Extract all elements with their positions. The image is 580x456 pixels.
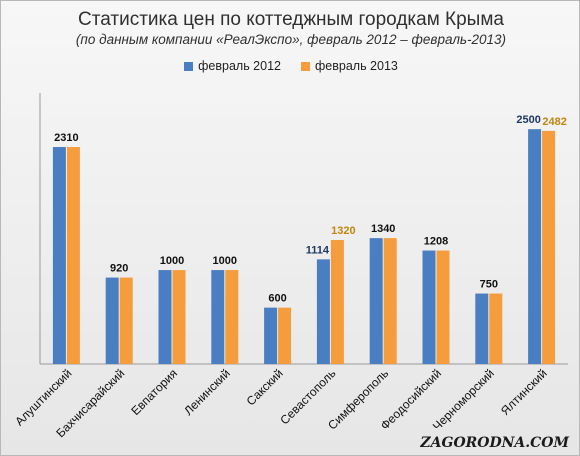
bar-2012-7	[422, 250, 436, 364]
bar-2012-4	[264, 307, 278, 364]
chart-title: Статистика цен по коттеджным городкам Кр…	[78, 9, 504, 30]
data-label-2013-9: 2482	[542, 116, 566, 128]
bar-2013-7	[436, 250, 450, 364]
chart-legend: февраль 2012 февраль 2013	[1, 59, 579, 73]
category-label-9: Ялтинский	[498, 366, 550, 418]
bar-2013-6	[383, 238, 397, 364]
bar-2012-2	[158, 270, 172, 364]
data-label-4: 600	[268, 293, 286, 305]
bar-2012-1	[105, 277, 119, 364]
data-label-2013-5: 1320	[331, 225, 355, 237]
bar-2013-5	[330, 240, 344, 364]
bar-2013-1	[119, 277, 133, 364]
bar-2013-9	[542, 130, 556, 364]
legend-swatch-2012	[184, 61, 194, 71]
bar-2012-6	[369, 238, 383, 364]
data-label-2012-9: 2500	[516, 114, 540, 126]
bar-2012-0	[52, 147, 66, 364]
bar-2012-5	[316, 259, 330, 364]
bar-2013-4	[278, 307, 292, 364]
data-label-7: 1208	[424, 236, 448, 248]
legend-item-2013: февраль 2013	[301, 59, 398, 73]
data-label-1: 920	[110, 263, 128, 275]
category-label-4: Сакский	[244, 366, 286, 408]
legend-label-2013: февраль 2013	[315, 59, 398, 73]
bar-2012-8	[475, 293, 489, 364]
bar-2013-8	[489, 293, 503, 364]
bar-2013-3	[225, 270, 239, 364]
chart-subtitle: (по данным компании «РеалЭкспо», февраль…	[75, 32, 507, 47]
category-label-2: Евпатория	[128, 366, 180, 418]
bar-2013-2	[172, 270, 186, 364]
legend-item-2012: февраль 2012	[184, 59, 281, 73]
bar-2012-9	[528, 129, 542, 364]
data-label-0: 2310	[54, 132, 78, 144]
data-label-2012-5: 1114	[306, 244, 330, 256]
data-label-2: 1000	[160, 255, 184, 267]
category-label-3: Ленинский	[181, 366, 233, 418]
bar-2012-3	[211, 270, 225, 364]
bar-2013-0	[66, 147, 80, 364]
legend-swatch-2013	[301, 61, 310, 71]
watermark: ZAGORODNA.COM	[420, 435, 569, 451]
data-label-8: 750	[480, 279, 498, 291]
data-label-6: 1340	[371, 223, 395, 235]
legend-label-2012: февраль 2012	[198, 59, 281, 73]
data-label-3: 1000	[213, 255, 237, 267]
